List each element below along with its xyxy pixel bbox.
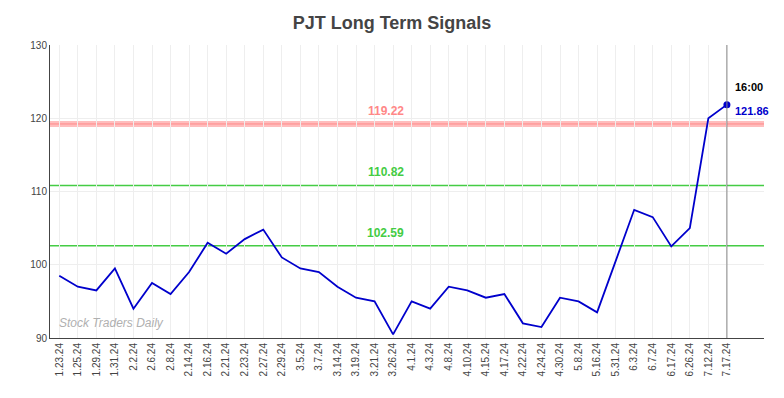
svg-text:121.86: 121.86 bbox=[735, 105, 769, 117]
svg-text:110.82: 110.82 bbox=[368, 165, 404, 179]
svg-text:5.16.24: 5.16.24 bbox=[591, 343, 602, 377]
svg-text:4.10.24: 4.10.24 bbox=[462, 343, 473, 377]
svg-text:4.17.24: 4.17.24 bbox=[499, 343, 510, 377]
svg-text:4.1.24: 4.1.24 bbox=[406, 343, 417, 371]
svg-text:130: 130 bbox=[30, 40, 47, 51]
svg-text:7.12.24: 7.12.24 bbox=[703, 343, 714, 377]
svg-text:4.15.24: 4.15.24 bbox=[480, 343, 491, 377]
svg-text:4.30.24: 4.30.24 bbox=[554, 343, 565, 377]
svg-text:110: 110 bbox=[31, 186, 47, 197]
svg-text:Stock Traders Daily: Stock Traders Daily bbox=[59, 316, 164, 330]
svg-text:3.21.24: 3.21.24 bbox=[369, 343, 380, 377]
svg-text:1.25.24: 1.25.24 bbox=[72, 343, 83, 377]
svg-text:102.59: 102.59 bbox=[367, 226, 404, 240]
svg-text:2.23.24: 2.23.24 bbox=[239, 343, 250, 377]
svg-text:2.2.24: 2.2.24 bbox=[128, 343, 139, 371]
svg-text:PJT Long Term Signals: PJT Long Term Signals bbox=[293, 13, 492, 33]
svg-text:7.17.24: 7.17.24 bbox=[721, 343, 732, 377]
svg-text:2.14.24: 2.14.24 bbox=[183, 343, 194, 377]
svg-text:1.23.24: 1.23.24 bbox=[54, 343, 65, 377]
svg-text:119.22: 119.22 bbox=[368, 104, 404, 118]
svg-text:2.27.24: 2.27.24 bbox=[258, 343, 269, 377]
svg-text:4.8.24: 4.8.24 bbox=[443, 343, 454, 371]
svg-text:2.6.24: 2.6.24 bbox=[146, 343, 157, 371]
svg-text:6.3.24: 6.3.24 bbox=[628, 343, 639, 371]
svg-text:120: 120 bbox=[30, 113, 47, 124]
svg-text:2.16.24: 2.16.24 bbox=[202, 343, 213, 377]
svg-text:3.5.24: 3.5.24 bbox=[295, 343, 306, 371]
svg-text:6.17.24: 6.17.24 bbox=[666, 343, 677, 377]
svg-text:100: 100 bbox=[30, 259, 47, 270]
svg-text:3.7.24: 3.7.24 bbox=[313, 343, 324, 371]
svg-text:1.31.24: 1.31.24 bbox=[109, 343, 120, 377]
svg-text:5.8.24: 5.8.24 bbox=[573, 343, 584, 371]
svg-text:4.3.24: 4.3.24 bbox=[424, 343, 435, 371]
svg-text:5.31.24: 5.31.24 bbox=[610, 343, 621, 377]
svg-text:6.26.24: 6.26.24 bbox=[684, 343, 695, 377]
svg-text:3.26.24: 3.26.24 bbox=[387, 343, 398, 377]
svg-text:2.21.24: 2.21.24 bbox=[220, 343, 231, 377]
svg-text:1.29.24: 1.29.24 bbox=[91, 343, 102, 377]
svg-text:2.29.24: 2.29.24 bbox=[276, 343, 287, 377]
svg-text:16:00: 16:00 bbox=[735, 81, 763, 93]
svg-text:90: 90 bbox=[36, 333, 48, 344]
svg-text:2.8.24: 2.8.24 bbox=[165, 343, 176, 371]
svg-text:3.19.24: 3.19.24 bbox=[350, 343, 361, 377]
svg-text:3.14.24: 3.14.24 bbox=[332, 343, 343, 377]
svg-text:6.7.24: 6.7.24 bbox=[647, 343, 658, 371]
svg-text:4.22.24: 4.22.24 bbox=[517, 343, 528, 377]
svg-text:4.24.24: 4.24.24 bbox=[536, 343, 547, 377]
